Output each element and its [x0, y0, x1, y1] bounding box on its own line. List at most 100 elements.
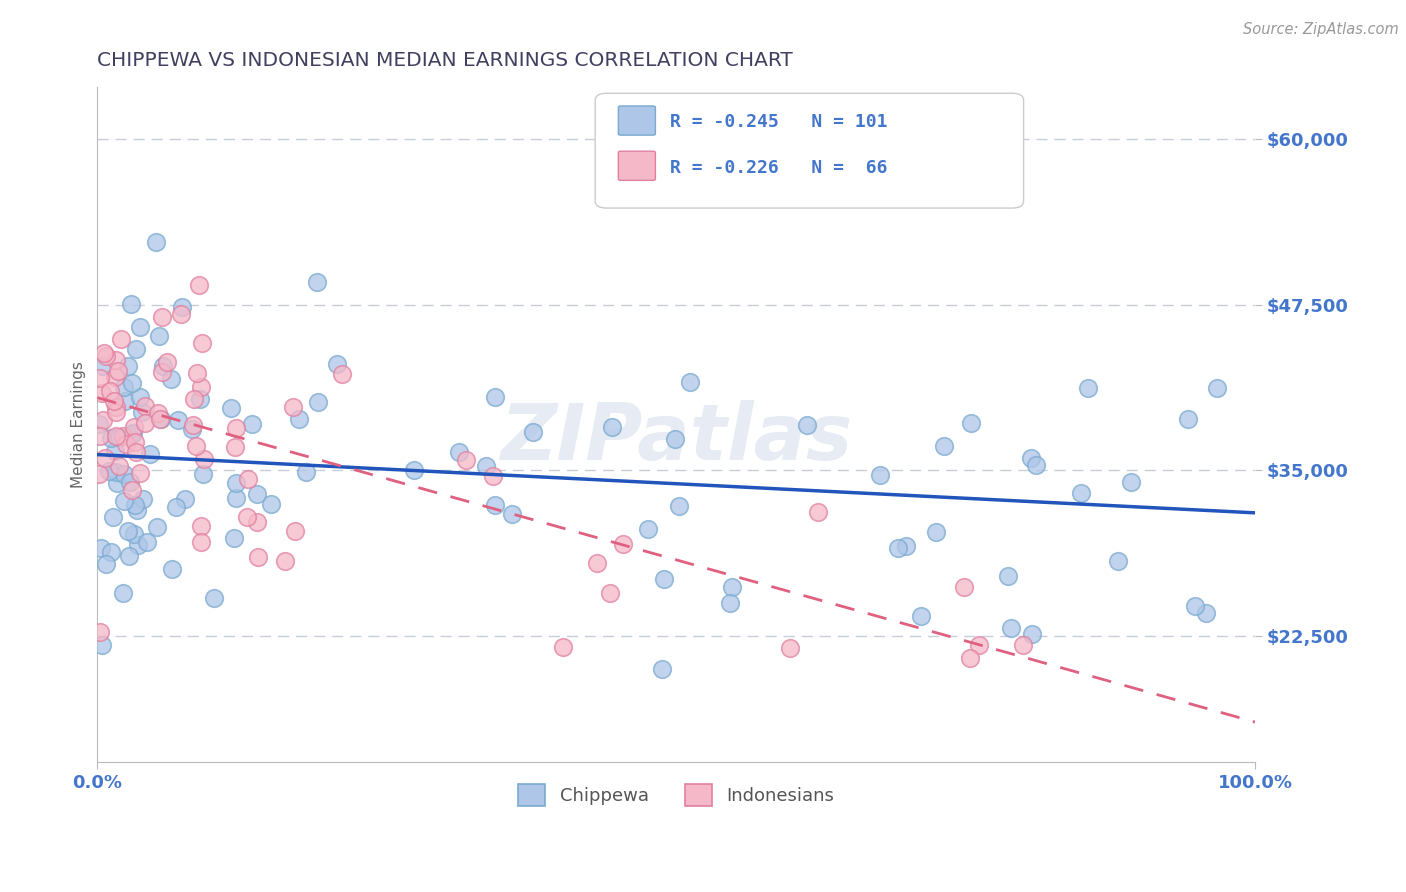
Indonesians [553, 640, 575, 654]
Text: ZIPatlas: ZIPatlas [501, 400, 852, 475]
Chippewa [288, 412, 311, 426]
Chippewa [150, 412, 173, 426]
Chippewa [1077, 381, 1099, 395]
Chippewa [1019, 450, 1042, 465]
Chippewa [180, 422, 202, 436]
Indonesians [89, 624, 111, 639]
Chippewa [402, 463, 425, 477]
Chippewa [1177, 412, 1199, 426]
Chippewa [718, 596, 741, 610]
Chippewa [1021, 627, 1043, 641]
Indonesians [103, 369, 125, 384]
Indonesians [612, 537, 634, 551]
Chippewa [522, 425, 544, 440]
Indonesians [89, 371, 111, 385]
Chippewa [111, 586, 134, 600]
Indonesians [186, 366, 208, 380]
Indonesians [104, 353, 127, 368]
Chippewa [668, 499, 690, 513]
Chippewa [1070, 486, 1092, 500]
Chippewa [118, 549, 141, 563]
Chippewa [101, 510, 124, 524]
Chippewa [1184, 599, 1206, 613]
Chippewa [108, 430, 131, 444]
Chippewa [307, 395, 329, 409]
Indonesians [104, 429, 127, 443]
Chippewa [796, 418, 818, 433]
Chippewa [100, 545, 122, 559]
Indonesians [188, 277, 211, 292]
Indonesians [225, 421, 247, 435]
Chippewa [104, 443, 127, 458]
FancyBboxPatch shape [595, 94, 1024, 208]
Chippewa [127, 537, 149, 551]
Text: Source: ZipAtlas.com: Source: ZipAtlas.com [1243, 22, 1399, 37]
Indonesians [274, 554, 297, 568]
Chippewa [122, 425, 145, 440]
Chippewa [307, 275, 329, 289]
Chippewa [165, 500, 187, 515]
Indonesians [959, 651, 981, 665]
Indonesians [104, 405, 127, 419]
Chippewa [87, 417, 110, 432]
Chippewa [120, 297, 142, 311]
Chippewa [97, 464, 120, 478]
Chippewa [501, 508, 523, 522]
Chippewa [129, 390, 152, 404]
Chippewa [160, 372, 183, 386]
Chippewa [240, 417, 263, 432]
Indonesians [150, 310, 173, 324]
Indonesians [236, 509, 259, 524]
Indonesians [190, 518, 212, 533]
Chippewa [960, 416, 983, 430]
Chippewa [91, 359, 114, 374]
Indonesians [170, 307, 193, 321]
Chippewa [1205, 381, 1227, 395]
Indonesians [91, 386, 114, 401]
Indonesians [94, 349, 117, 363]
Chippewa [664, 433, 686, 447]
FancyBboxPatch shape [619, 106, 655, 135]
Chippewa [172, 300, 194, 314]
Indonesians [247, 549, 270, 564]
Indonesians [100, 384, 122, 398]
Chippewa [121, 427, 143, 442]
Chippewa [118, 475, 141, 489]
Chippewa [105, 476, 128, 491]
Indonesians [128, 466, 150, 480]
Indonesians [93, 346, 115, 360]
Chippewa [1000, 621, 1022, 635]
Chippewa [224, 531, 246, 545]
Chippewa [225, 475, 247, 490]
Indonesians [183, 392, 205, 406]
Indonesians [599, 586, 621, 600]
Indonesians [281, 400, 304, 414]
Chippewa [94, 557, 117, 571]
Chippewa [896, 539, 918, 553]
Indonesians [330, 367, 353, 381]
Chippewa [202, 591, 225, 605]
Chippewa [122, 527, 145, 541]
Chippewa [910, 609, 932, 624]
Chippewa [166, 413, 188, 427]
Indonesians [114, 437, 136, 451]
Chippewa [721, 580, 744, 594]
Chippewa [90, 541, 112, 556]
Chippewa [131, 405, 153, 419]
Indonesians [107, 364, 129, 378]
Chippewa [127, 503, 149, 517]
Indonesians [1012, 638, 1035, 652]
Indonesians [779, 640, 801, 655]
Chippewa [924, 524, 946, 539]
Indonesians [184, 439, 207, 453]
Indonesians [193, 452, 215, 467]
Chippewa [105, 466, 128, 480]
Indonesians [103, 394, 125, 409]
Indonesians [967, 638, 990, 652]
Indonesians [89, 428, 111, 442]
Chippewa [125, 342, 148, 356]
Chippewa [146, 520, 169, 534]
Chippewa [90, 638, 112, 652]
Indonesians [224, 440, 246, 454]
Indonesians [456, 453, 478, 467]
